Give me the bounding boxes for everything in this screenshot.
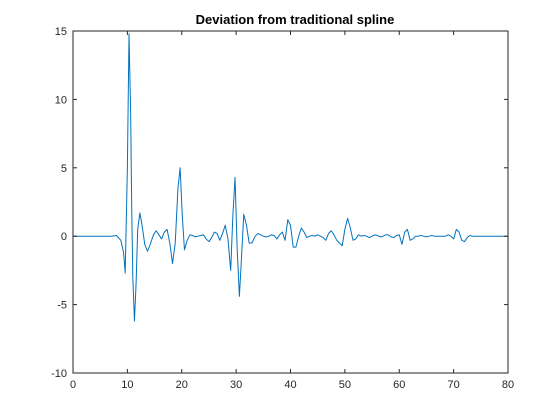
x-tick-label: 20 (176, 379, 188, 391)
x-tick-label: 40 (284, 379, 296, 391)
plot-area (73, 31, 508, 373)
series-line-1 (73, 33, 508, 322)
y-tick-label: -10 (51, 368, 67, 380)
y-tick-label: 15 (55, 26, 67, 38)
x-tick-label: 0 (70, 379, 76, 391)
y-axis: -10 -5 0 5 10 15 (51, 26, 508, 380)
x-tick-label: 60 (393, 379, 405, 391)
y-tick-label: -5 (57, 300, 67, 312)
x-tick-label: 30 (230, 379, 242, 391)
x-tick-label: 80 (502, 379, 514, 391)
x-tick-label: 50 (339, 379, 351, 391)
y-tick-label: 0 (61, 231, 67, 243)
x-axis: 0 10 20 30 40 50 60 70 80 (70, 31, 514, 391)
series-layer (73, 33, 508, 322)
y-tick-label: 10 (55, 94, 67, 106)
y-tick-label: 5 (61, 163, 67, 175)
x-tick-label: 70 (448, 379, 460, 391)
x-tick-label: 10 (121, 379, 133, 391)
chart-title: Deviation from traditional spline (196, 12, 395, 27)
